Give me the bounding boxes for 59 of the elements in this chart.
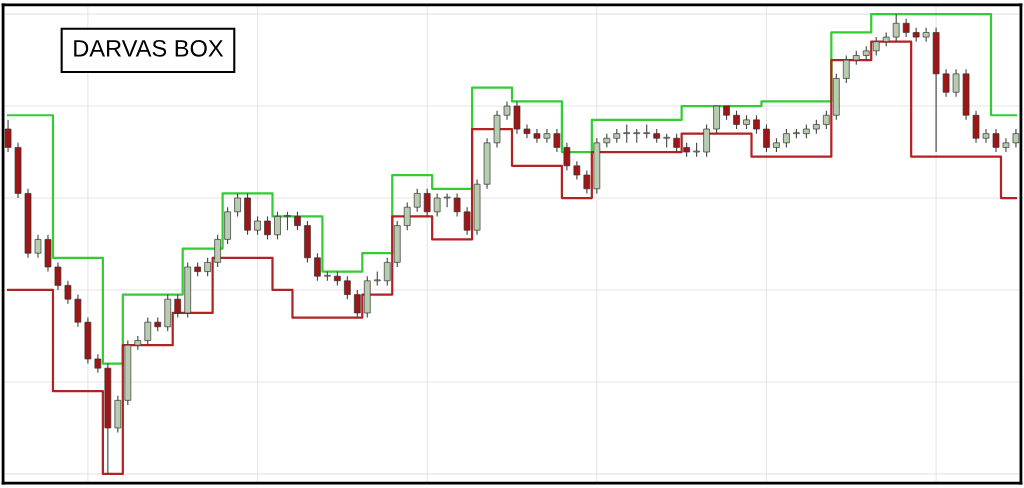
candlestick [74, 294, 82, 328]
candlestick [234, 192, 241, 217]
candlestick [902, 18, 910, 38]
candlestick [822, 110, 830, 130]
candlestick [753, 114, 760, 135]
candlestick [174, 294, 182, 319]
candlestick [314, 252, 321, 282]
candlestick [942, 68, 950, 98]
candlestick [1012, 128, 1020, 148]
candlestick [214, 234, 221, 268]
candlestick [353, 289, 361, 319]
candlestick [284, 211, 291, 231]
candlestick [294, 211, 301, 231]
candlestick [503, 100, 511, 121]
candlestick [982, 128, 990, 144]
candlestick [972, 110, 980, 144]
candlestick [264, 215, 271, 240]
candlestick [892, 13, 900, 43]
candlestick [922, 27, 930, 43]
candlestick [583, 169, 591, 194]
text: DARVAS BOX [74, 39, 224, 57]
candlestick [383, 257, 391, 286]
candlestick [453, 192, 461, 217]
candlestick [543, 128, 551, 144]
candlestick [523, 123, 531, 139]
candlestick [34, 234, 42, 259]
candlestick [623, 123, 631, 144]
candlestick [673, 133, 680, 153]
candlestick [1002, 137, 1010, 153]
candlestick [94, 353, 102, 374]
candlestick [144, 317, 152, 346]
candlestick [992, 128, 1000, 153]
candlestick [872, 36, 880, 57]
candlestick [533, 128, 541, 144]
candlestick [783, 128, 790, 148]
candlestick [563, 142, 571, 171]
candlestick [763, 123, 770, 153]
candlestick [703, 123, 710, 158]
candlestick [64, 280, 72, 305]
candlestick [403, 202, 411, 231]
candlestick [842, 54, 850, 84]
candlestick [463, 206, 471, 236]
candlestick [573, 160, 581, 181]
candlestick [413, 188, 421, 213]
candlestick [912, 27, 920, 43]
candlestick [952, 68, 960, 98]
candlestick [54, 261, 62, 291]
candlestick [4, 119, 12, 153]
candlestick [443, 192, 451, 208]
candlestick [733, 110, 740, 130]
candlestick [274, 211, 281, 240]
candlestick [344, 275, 351, 300]
candlestick [423, 188, 431, 217]
candlestick [553, 128, 561, 153]
candlestick [433, 192, 441, 217]
candlestick [513, 100, 521, 135]
candlestick [713, 105, 720, 135]
candlestick [204, 257, 211, 277]
candlestick [254, 215, 261, 236]
